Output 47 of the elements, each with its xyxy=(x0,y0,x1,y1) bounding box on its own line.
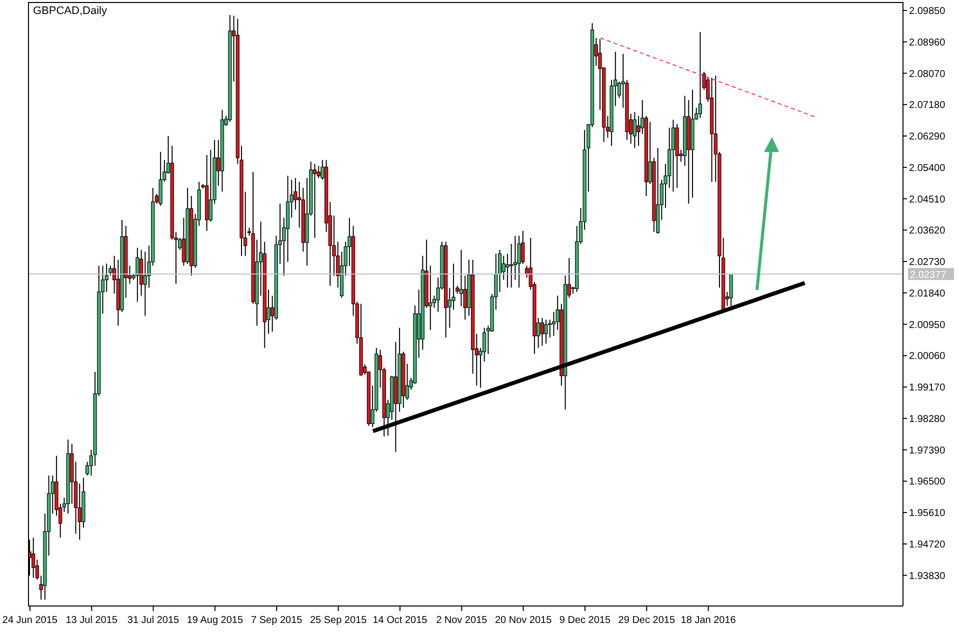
x-tick-label: 18 Jan 2016 xyxy=(680,615,736,626)
x-tick-label: 7 Sep 2015 xyxy=(251,615,303,626)
y-tick-label: 2.09850 xyxy=(909,6,946,18)
candlestick xyxy=(136,247,140,302)
x-tick-label: 31 Jul 2015 xyxy=(127,615,180,626)
x-tick-label: 25 Sep 2015 xyxy=(310,615,368,626)
y-tick-label: 2.07180 xyxy=(909,100,946,112)
x-tick-label: 24 Jun 2015 xyxy=(2,615,58,626)
candlestick xyxy=(316,165,320,178)
y-tick-label: 2.01840 xyxy=(909,288,946,300)
candlestick xyxy=(459,249,464,306)
y-tick-label: 1.96500 xyxy=(909,476,946,488)
y-tick-label: 2.06290 xyxy=(909,132,946,143)
y-tick-label: 2.00950 xyxy=(909,320,946,331)
candlestick xyxy=(632,112,636,148)
x-tick-label: 14 Oct 2015 xyxy=(372,615,428,626)
candlestick xyxy=(517,235,521,288)
y-tick-label: 2.05400 xyxy=(909,162,946,174)
y-tick-label: 2.00060 xyxy=(909,351,946,362)
x-tick-label: 2 Nov 2015 xyxy=(436,615,488,626)
x-tick-label: 13 Jul 2015 xyxy=(66,615,118,626)
y-tick-label: 2.08960 xyxy=(909,37,946,48)
x-tick-label: 19 Aug 2015 xyxy=(186,615,244,626)
candlestick xyxy=(32,537,36,578)
y-tick-label: 2.08070 xyxy=(909,68,946,80)
y-tick-label: 2.04510 xyxy=(909,194,946,206)
chart-title: GBPCAD,Daily xyxy=(33,5,107,17)
candlestick xyxy=(698,31,702,119)
candlestick xyxy=(158,151,162,206)
y-tick-label: 1.97390 xyxy=(909,445,946,456)
y-tick-label: 2.02730 xyxy=(909,257,946,268)
candlestick xyxy=(312,163,317,238)
ref-line-label: 2.02377 xyxy=(910,270,947,281)
candlestick xyxy=(104,263,108,292)
y-tick-label: 1.94720 xyxy=(909,539,946,550)
candlestick xyxy=(544,319,548,344)
y-tick-label: 1.95610 xyxy=(909,508,946,520)
y-tick-label: 1.99170 xyxy=(909,382,946,394)
y-tick-label: 1.93830 xyxy=(909,570,946,582)
y-tick-label: 2.03620 xyxy=(909,226,946,237)
candlestick xyxy=(671,119,676,192)
x-tick-label: 20 Nov 2015 xyxy=(494,615,552,626)
candlestick xyxy=(428,265,432,330)
candlestick xyxy=(540,317,544,346)
x-tick-label: 9 Dec 2015 xyxy=(559,615,611,626)
y-tick-label: 1.98280 xyxy=(909,414,946,425)
x-tick-label: 29 Dec 2015 xyxy=(618,615,676,626)
